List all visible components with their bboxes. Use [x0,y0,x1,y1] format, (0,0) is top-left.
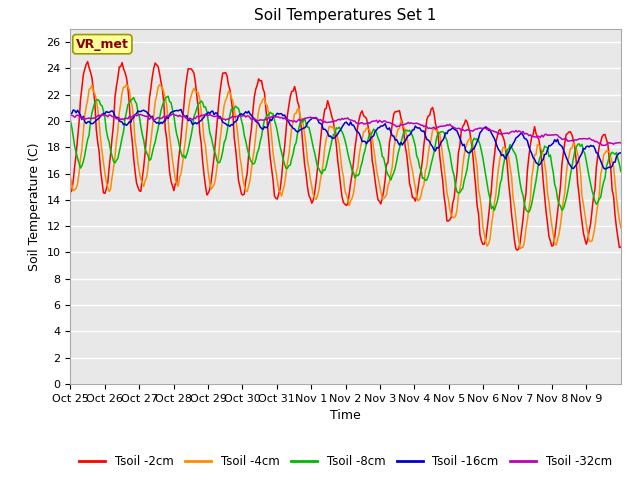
Tsoil -32cm [460,128,468,133]
Tsoil -32cm [616,140,623,145]
Tsoil -16cm [616,150,623,156]
Legend: Tsoil -2cm, Tsoil -4cm, Tsoil -8cm, Tsoil -16cm, Tsoil -32cm: Tsoil -2cm, Tsoil -4cm, Tsoil -8cm, Tsoi… [74,450,617,473]
Text: VR_met: VR_met [76,37,129,51]
Tsoil -16cm [177,107,185,112]
Tsoil -16cm [67,110,74,116]
Tsoil -8cm [616,161,623,167]
Line: Tsoil -4cm: Tsoil -4cm [70,84,621,249]
Tsoil -2cm [617,244,625,250]
Tsoil -8cm [164,93,172,99]
Tsoil -2cm [616,245,623,251]
Tsoil -32cm [601,143,609,148]
Line: Tsoil -16cm: Tsoil -16cm [70,109,621,169]
Tsoil -8cm [617,168,625,174]
Tsoil -16cm [102,109,110,115]
Tsoil -16cm [542,151,550,157]
Line: Tsoil -32cm: Tsoil -32cm [70,114,621,145]
Tsoil -8cm [351,175,359,181]
Tsoil -2cm [460,121,468,127]
Tsoil -2cm [513,247,521,253]
Tsoil -16cm [601,166,609,172]
X-axis label: Time: Time [330,409,361,422]
Tsoil -2cm [104,180,111,186]
Tsoil -2cm [84,59,92,64]
Tsoil -4cm [516,246,524,252]
Line: Tsoil -2cm: Tsoil -2cm [70,61,621,250]
Tsoil -16cm [617,150,625,156]
Tsoil -8cm [67,118,74,123]
Tsoil -8cm [85,132,93,138]
Y-axis label: Soil Temperature (C): Soil Temperature (C) [28,142,41,271]
Tsoil -8cm [525,209,532,215]
Title: Soil Temperatures Set 1: Soil Temperatures Set 1 [255,9,436,24]
Tsoil -32cm [617,140,625,146]
Tsoil -4cm [67,174,74,180]
Tsoil -32cm [168,111,176,117]
Tsoil -16cm [351,125,359,131]
Line: Tsoil -8cm: Tsoil -8cm [70,96,621,212]
Tsoil -2cm [86,69,94,75]
Tsoil -4cm [460,152,468,158]
Tsoil -2cm [67,190,74,195]
Tsoil -8cm [543,145,551,151]
Tsoil -8cm [102,128,110,133]
Tsoil -2cm [543,220,551,226]
Tsoil -4cm [617,225,625,230]
Tsoil -4cm [351,180,359,186]
Tsoil -32cm [85,115,93,121]
Tsoil -16cm [460,142,468,147]
Tsoil -32cm [102,113,110,119]
Tsoil -8cm [460,178,468,183]
Tsoil -2cm [351,145,359,151]
Tsoil -32cm [67,112,74,118]
Tsoil -16cm [85,119,93,124]
Tsoil -4cm [616,217,623,223]
Tsoil -4cm [543,190,551,196]
Tsoil -32cm [542,132,550,137]
Tsoil -4cm [102,179,110,185]
Tsoil -32cm [351,118,359,124]
Tsoil -4cm [85,86,93,92]
Tsoil -4cm [123,82,131,87]
